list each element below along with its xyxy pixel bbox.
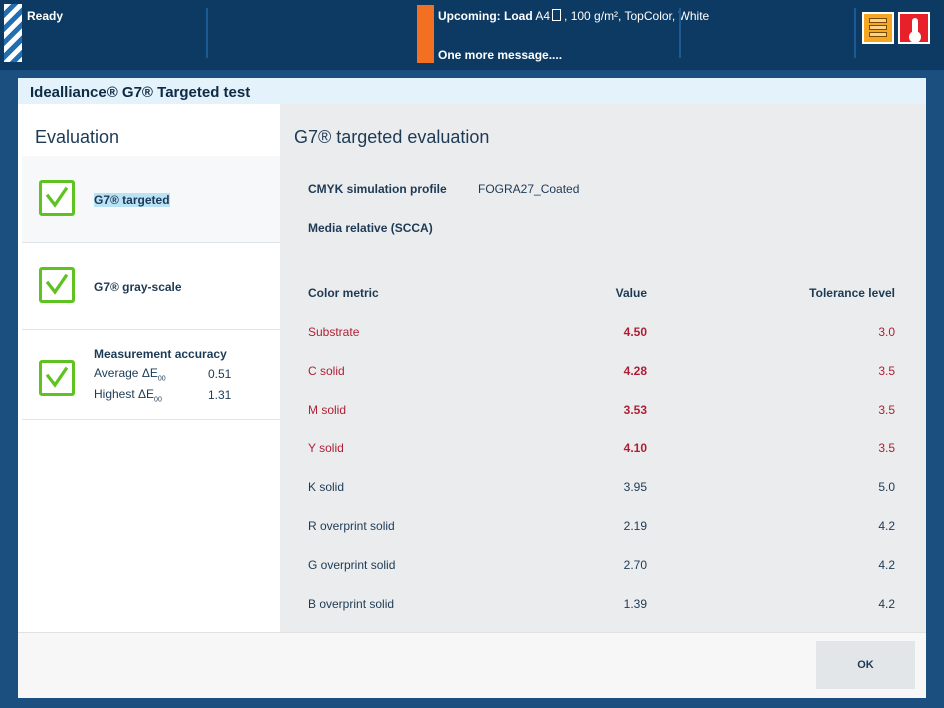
highest-delta-e-subscript: 00 [154,396,162,404]
dialog-footer: OK [18,632,926,698]
metric-cell: K solid [308,480,345,495]
check-icon [39,180,75,216]
tolerance-cell: 5.0 [878,480,895,495]
dialog-title: Idealliance® G7® Targeted test [18,78,926,104]
profile-label: CMYK simulation profile [308,182,447,196]
status-bar: Ready Upcoming: Load A4 , 100 g/m², TopCo… [0,0,944,70]
column-header-tolerance: Tolerance level [809,286,895,300]
table-row: B overprint solid 1.39 4.2 [280,597,926,617]
divider [679,8,681,58]
evaluation-list-pane: Evaluation G7® targeted G7® gray-scale M… [22,104,280,632]
highest-delta-e-label: Highest ΔE00 [94,387,162,403]
media-size: A4 [535,9,551,23]
average-delta-e-label: Average ΔE00 [94,366,166,382]
average-delta-e-text: Average ΔE [94,366,158,380]
highest-delta-e-text: Highest ΔE [94,387,155,401]
printer-status-text: Ready [27,9,64,23]
evaluation-item-measurement-accuracy[interactable]: Measurement accuracy Average ΔE00 0.51 H… [22,330,280,420]
metric-cell: R overprint solid [308,519,395,533]
check-icon [39,267,75,303]
average-delta-e-subscript: 00 [157,375,166,383]
value-cell: 4.28 [623,363,647,378]
evaluation-item-label: G7® gray-scale [94,280,182,294]
value-cell: 2.70 [623,557,647,572]
upcoming-label: Upcoming: Load [438,9,533,23]
evaluation-detail-pane: G7® targeted evaluation CMYK simulation … [280,104,926,632]
metric-cell: Y solid [308,441,344,456]
thermometer-icon[interactable] [898,12,930,44]
table-row: G overprint solid 2.70 4.2 [280,558,926,578]
tolerance-cell: 4.2 [878,557,895,572]
value-cell: 4.50 [623,325,647,339]
metric-cell: C solid [308,363,345,378]
table-row: Y solid 4.10 3.5 [280,441,926,461]
tolerance-cell: 3.0 [878,325,895,339]
average-delta-e-value: 0.51 [208,367,232,381]
table-row: K solid 3.95 5.0 [280,480,926,500]
metric-cell: M solid [308,402,347,417]
divider [854,8,856,58]
value-cell: 2.19 [623,519,647,533]
table-row: Substrate 4.50 3.0 [280,325,926,345]
metric-cell: Substrate [308,325,360,339]
column-header-metric: Color metric [308,286,379,300]
printer-status-icon[interactable] [4,4,22,62]
divider [206,8,208,58]
document-icon [552,9,562,21]
value-cell: 3.95 [623,480,647,495]
ok-button[interactable]: OK [816,641,915,689]
media-relative-label: Media relative (SCCA) [308,221,433,235]
table-row: C solid 4.28 3.5 [280,364,926,384]
profile-value: FOGRA27_Coated [478,182,580,196]
tolerance-cell: 3.5 [878,363,895,378]
evaluation-item-label: Measurement accuracy [94,347,227,361]
metric-cell: B overprint solid [308,596,395,611]
message-warning-indicator [417,5,434,63]
upcoming-message[interactable]: Upcoming: Load A4 , 100 g/m², TopColor, W… [438,9,709,23]
column-header-value: Value [615,286,647,300]
tolerance-cell: 4.2 [878,519,895,533]
tolerance-cell: 3.5 [878,402,895,417]
media-details: , 100 g/m², TopColor, White [564,9,710,23]
value-cell: 3.53 [623,402,647,417]
g7-targeted-test-dialog: Idealliance® G7® Targeted test Evaluatio… [18,78,926,698]
evaluation-item-g7-gray-scale[interactable]: G7® gray-scale [22,243,280,330]
highest-delta-e-value: 1.31 [208,388,232,402]
check-icon [39,360,75,396]
tolerance-cell: 3.5 [878,441,895,456]
table-row: R overprint solid 2.19 4.2 [280,519,926,539]
evaluation-heading: Evaluation [35,127,120,147]
evaluation-item-label: G7® targeted [94,193,170,207]
evaluation-item-g7-targeted[interactable]: G7® targeted [22,156,280,243]
table-row: M solid 3.53 3.5 [280,403,926,423]
metric-cell: G overprint solid [308,557,396,572]
detail-heading: G7® targeted evaluation [294,127,490,147]
more-messages-link[interactable]: One more message.... [438,48,563,62]
tolerance-cell: 4.2 [878,596,895,611]
job-stack-icon[interactable] [862,12,894,44]
value-cell: 1.39 [623,596,647,611]
value-cell: 4.10 [623,441,647,456]
